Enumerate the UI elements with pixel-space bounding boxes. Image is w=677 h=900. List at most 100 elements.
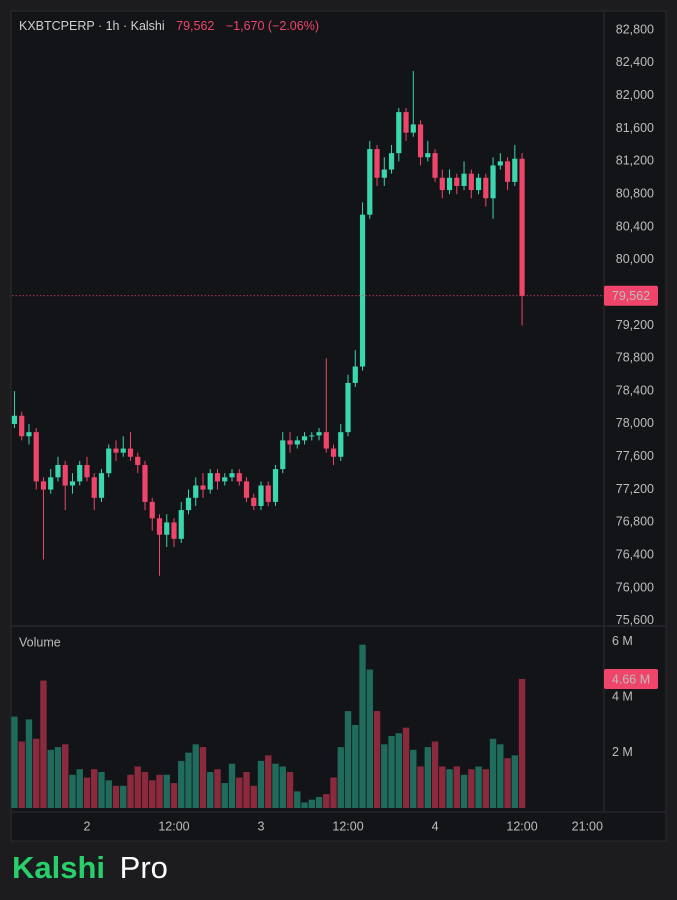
volume-bar xyxy=(207,772,214,808)
candle-body xyxy=(236,473,242,482)
volume-bar xyxy=(286,772,294,808)
x-tick-label: 3 xyxy=(258,819,265,833)
candle-body xyxy=(48,477,54,490)
volume-bar xyxy=(344,711,352,808)
candle-body xyxy=(483,177,489,199)
volume-bar xyxy=(214,769,221,808)
candle-body xyxy=(330,448,337,457)
volume-bar xyxy=(446,769,453,808)
candle-body xyxy=(142,464,148,502)
symbol: KXBTCPERP · 1h · Kalshi xyxy=(19,19,165,33)
volume-bar xyxy=(511,755,519,808)
volume-tag-label: 4.66 M xyxy=(612,672,650,686)
candle-body xyxy=(214,473,221,482)
candle-body xyxy=(55,464,61,478)
candle-body xyxy=(446,177,453,191)
y-tick-label: 75,600 xyxy=(616,613,654,627)
y-tick-label: 80,400 xyxy=(616,219,654,233)
candle-body xyxy=(432,153,438,178)
volume-bar xyxy=(134,766,141,808)
volume-bar xyxy=(308,799,315,808)
candle-body xyxy=(512,158,518,182)
volume-bar xyxy=(250,785,257,808)
x-tick-label: 2 xyxy=(84,819,91,833)
volume-bar xyxy=(323,794,330,808)
volume-bar xyxy=(453,766,460,808)
candle-body xyxy=(454,177,460,186)
candle-body xyxy=(367,149,373,215)
candle-body xyxy=(425,153,431,158)
candle-body xyxy=(113,448,119,453)
candle-body xyxy=(396,112,402,154)
volume-bar xyxy=(120,785,127,808)
y-tick-label: 78,000 xyxy=(616,416,654,430)
y-tick-label: 79,200 xyxy=(616,318,654,332)
volume-bar xyxy=(69,774,76,808)
candle-body xyxy=(294,440,300,445)
volume-bar xyxy=(272,763,279,808)
volume-bar xyxy=(482,769,490,808)
volume-bar xyxy=(47,749,54,808)
chart-panel xyxy=(10,10,667,842)
candle-body xyxy=(207,473,213,490)
volume-bar xyxy=(381,744,388,808)
candle-body xyxy=(40,481,47,490)
x-tick-label: 21:00 xyxy=(572,819,603,833)
candle-body xyxy=(403,112,409,133)
candle-body xyxy=(178,510,184,539)
y-tick-label: 81,200 xyxy=(616,154,654,168)
volume-bar xyxy=(279,766,286,808)
volume-bar xyxy=(192,744,199,808)
candle-body xyxy=(185,497,192,511)
volume-bar xyxy=(33,738,40,808)
volume-bar xyxy=(112,785,120,808)
y-tick-label: 82,000 xyxy=(616,88,654,102)
volume-bar xyxy=(257,760,265,808)
x-tick-label: 4 xyxy=(432,819,439,833)
volume-title: Volume xyxy=(19,635,61,649)
candle-body xyxy=(243,481,250,498)
candle-body xyxy=(77,464,83,482)
candle-body xyxy=(519,158,525,296)
candle-body xyxy=(388,153,395,170)
candle-body xyxy=(338,432,344,457)
candle-body xyxy=(69,481,76,486)
header: KXBTCPERP · 1h · Kalshi 79,562 −1,670 (−… xyxy=(19,19,319,33)
volume-bar xyxy=(352,724,359,808)
y-tick-label: 76,400 xyxy=(616,548,654,562)
x-tick-label: 12:00 xyxy=(506,819,537,833)
volume-bar xyxy=(504,758,511,808)
volume-bar xyxy=(62,744,69,808)
volume-bar xyxy=(366,669,373,808)
volume-bar xyxy=(460,774,468,808)
candle-body xyxy=(84,464,90,478)
candle-body xyxy=(381,169,387,178)
y-tick-label: 81,600 xyxy=(616,121,654,135)
volume-bar xyxy=(359,644,366,808)
y-tick-label: 4 M xyxy=(612,690,633,704)
volume-bar xyxy=(402,727,410,808)
candle-body xyxy=(280,440,286,470)
candle-body xyxy=(164,522,170,535)
last-price-tag-label: 79,562 xyxy=(612,289,650,303)
candle-body xyxy=(98,473,105,498)
x-tick-label: 12:00 xyxy=(158,819,189,833)
volume-bar xyxy=(127,774,134,808)
candle-body xyxy=(229,473,235,478)
candle-body xyxy=(251,497,257,507)
candle-body xyxy=(156,518,163,535)
y-tick-label: 76,000 xyxy=(616,580,654,594)
candle-body xyxy=(345,382,351,433)
volume-bar xyxy=(199,747,207,808)
y-tick-label: 77,200 xyxy=(616,482,654,496)
candle-body xyxy=(33,432,39,482)
volume-bar xyxy=(228,763,236,808)
volume-bar xyxy=(170,783,178,808)
candle-body xyxy=(222,477,228,482)
y-tick-label: 78,400 xyxy=(616,383,654,397)
candle-body xyxy=(11,415,18,424)
y-tick-label: 76,800 xyxy=(616,515,654,529)
volume-bar xyxy=(185,752,192,808)
candle-body xyxy=(497,161,503,166)
